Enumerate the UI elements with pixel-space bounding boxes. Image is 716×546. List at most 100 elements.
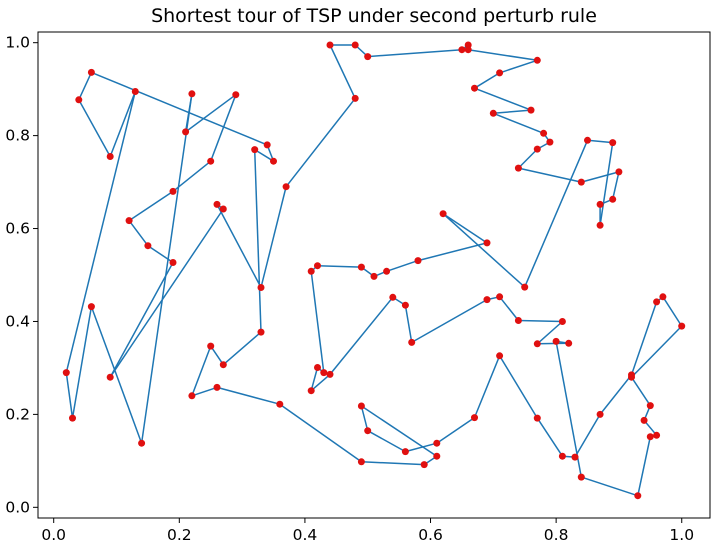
city-point [401, 301, 409, 309]
tour-edge [517, 148, 538, 169]
city-point [628, 371, 635, 379]
y-tick-label: 0.4 [5, 312, 30, 330]
city-point [270, 157, 277, 165]
city-point [370, 272, 378, 280]
tour-edge [191, 386, 218, 397]
tour-edge [442, 213, 488, 244]
city-point [351, 94, 359, 102]
tour-edge [662, 296, 683, 327]
city-point [433, 439, 441, 447]
city-point [257, 328, 265, 336]
y-tick-label: 0.0 [5, 498, 30, 516]
tour-edge [109, 208, 224, 378]
tour-edge [140, 93, 193, 444]
tour-edge [474, 87, 532, 111]
city-point [577, 473, 585, 481]
city-point [634, 492, 642, 500]
city-point [326, 41, 334, 49]
tour-edge [442, 213, 526, 288]
tour-edge [367, 48, 462, 58]
city-point [213, 383, 221, 391]
tour-edge [367, 430, 406, 453]
tour-edge [78, 72, 93, 101]
city-point [558, 318, 566, 325]
tour-edge [536, 417, 564, 457]
city-point [646, 433, 654, 441]
city-point [533, 414, 541, 422]
tour-edge [91, 71, 268, 146]
tour-edge [185, 94, 237, 133]
city-point [276, 400, 284, 408]
city-point [232, 91, 240, 99]
city-point [169, 259, 177, 266]
city-point [414, 257, 422, 265]
city-point [106, 153, 114, 160]
city-point [609, 195, 617, 203]
tour-edge [310, 373, 331, 392]
tour-edge [599, 374, 633, 415]
tour-edge [310, 271, 325, 373]
tour-edge [361, 461, 425, 466]
city-point [653, 298, 661, 306]
tour-edge [65, 91, 137, 373]
city-point [125, 217, 133, 225]
tour-edge [128, 220, 149, 247]
city-point [609, 139, 617, 147]
city-point [364, 53, 372, 61]
city-point [320, 369, 328, 377]
city-point [489, 109, 497, 117]
city-point [653, 431, 661, 439]
tour-edge [147, 245, 174, 264]
tour-edge [310, 367, 319, 391]
city-point [219, 205, 227, 213]
city-point [75, 96, 83, 104]
tour-edge [360, 405, 369, 431]
tour-edge [630, 301, 658, 376]
city-point [307, 387, 315, 395]
tour-edge [474, 72, 500, 89]
axes-frame [37, 31, 711, 519]
tour-edge [599, 142, 614, 226]
y-tick-label: 0.8 [5, 127, 30, 145]
x-tick-label: 0.6 [418, 526, 443, 544]
city-point [282, 183, 290, 191]
plot-area [62, 41, 686, 500]
city-point [389, 293, 397, 301]
city-point [169, 187, 177, 195]
tour-edge [468, 48, 538, 62]
tour-edge [90, 306, 143, 444]
tour-edge [71, 306, 93, 419]
tour-edge [581, 476, 639, 497]
city-point [357, 402, 365, 410]
city-point [615, 168, 623, 176]
city-point [596, 221, 604, 229]
city-point [207, 342, 215, 350]
city-point [188, 90, 196, 98]
city-point [471, 84, 478, 92]
tour-edge [536, 320, 563, 345]
tour-edge [574, 414, 601, 458]
city-point [659, 293, 667, 301]
tour-edge [216, 386, 280, 405]
city-point [257, 284, 265, 291]
tour-edge [493, 109, 532, 115]
y-tick-label: 0.6 [5, 220, 30, 238]
tour-edge [498, 355, 538, 419]
tour-edge [317, 264, 362, 268]
tour-edge [473, 355, 501, 418]
city-point [364, 427, 372, 435]
tour-edge [128, 190, 174, 222]
city-point [314, 364, 321, 371]
chart-title: Shortest tour of TSP under second pertur… [151, 5, 597, 27]
tour-edge [436, 416, 475, 444]
city-point [131, 88, 139, 95]
tour-edge [216, 204, 262, 288]
tour-edge [172, 160, 212, 192]
city-point [207, 157, 215, 165]
city-point [87, 68, 95, 76]
tour-edge [253, 149, 262, 333]
tour-edge [405, 442, 437, 453]
city-point [496, 352, 504, 360]
city-point [533, 56, 541, 64]
